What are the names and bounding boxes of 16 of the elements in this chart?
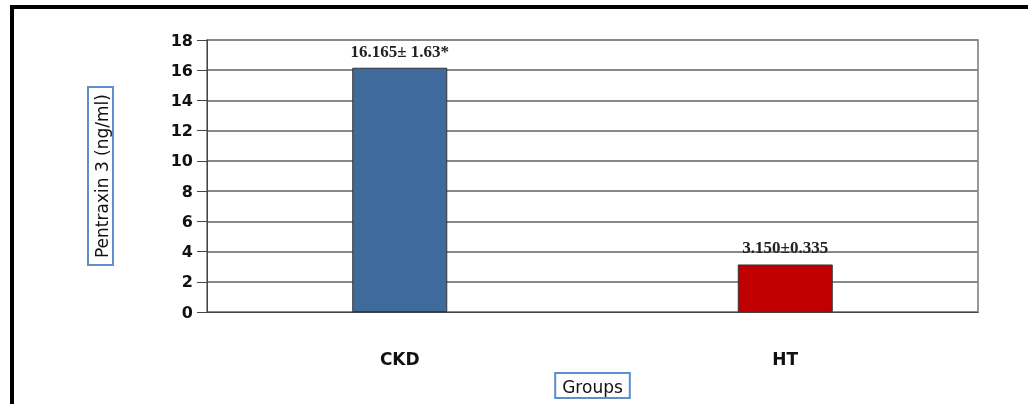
y-tick-label: 2 [181, 272, 193, 292]
x-tick-label: CKD [379, 348, 420, 369]
y-tick-label: 8 [181, 181, 193, 201]
y-tick-label: 12 [170, 121, 193, 141]
y-tick-label: 16 [170, 60, 193, 80]
y-tick-label: 6 [181, 211, 193, 231]
data-label: 3.150±0.335 [742, 238, 829, 258]
y-tick-label: 4 [181, 242, 193, 262]
y-axis-title: Pentraxin 3 (ng/ml) [91, 94, 112, 259]
data-label: 16.165± 1.63* [350, 41, 450, 61]
x-tick-label: HT [772, 348, 799, 369]
y-tick-label: 10 [170, 151, 193, 171]
y-tick-label: 18 [170, 30, 193, 50]
y-tick-label: 0 [181, 302, 193, 322]
y-tick-label: 14 [170, 90, 193, 110]
x-axis-title: Groups [562, 376, 623, 397]
